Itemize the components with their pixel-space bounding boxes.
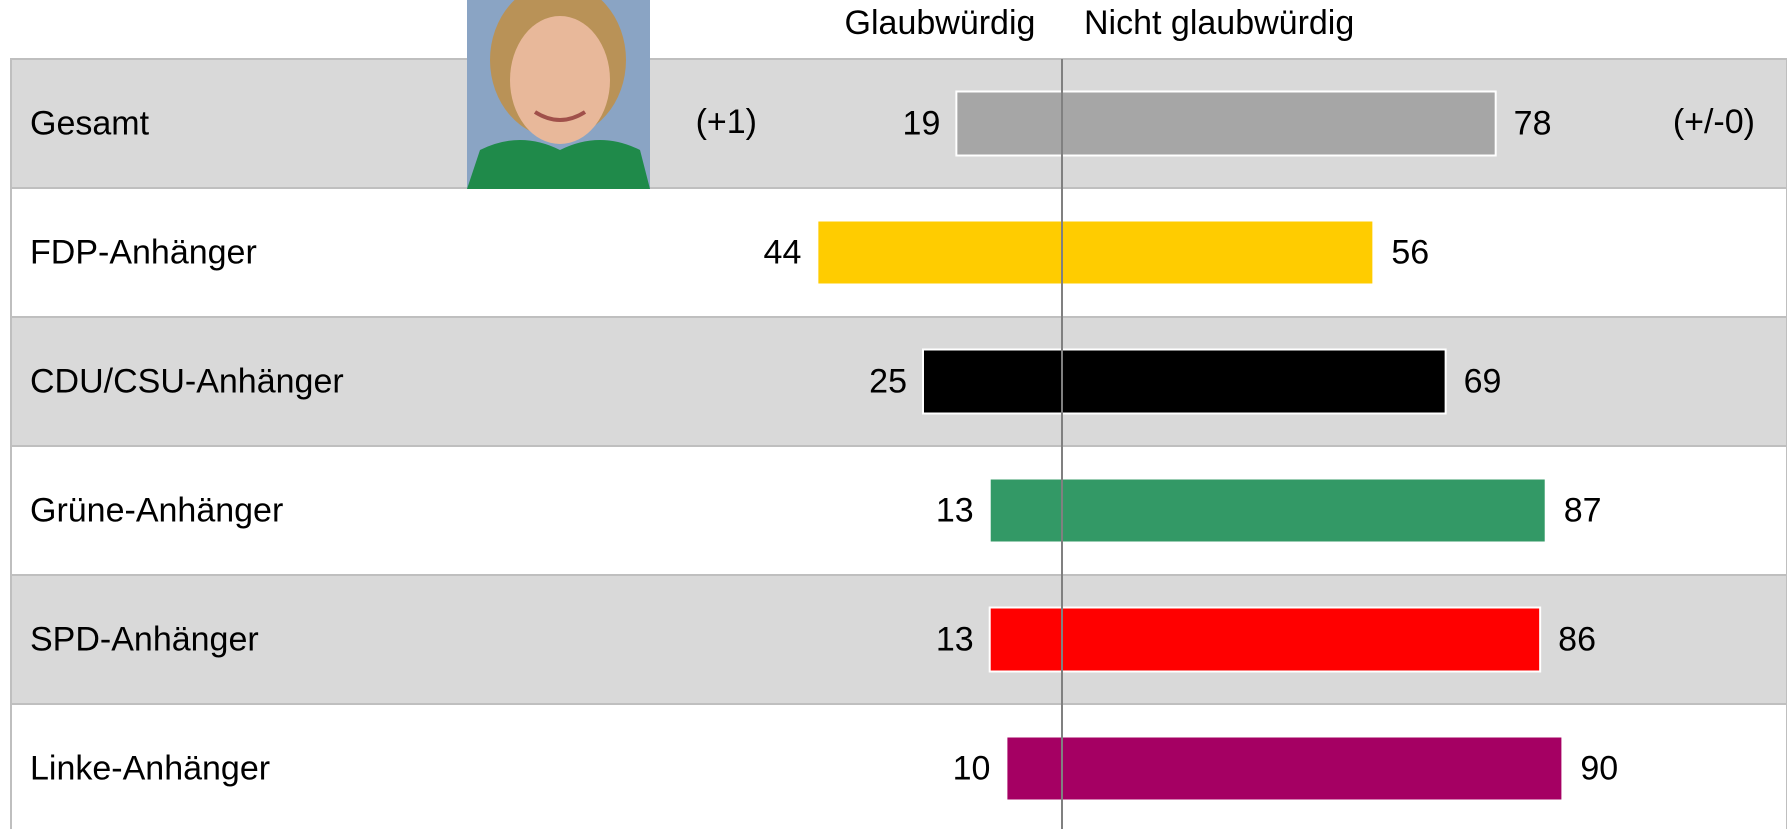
photo-face: [510, 16, 610, 144]
category-label: Linke-Anhänger: [30, 749, 270, 787]
bar: [1062, 479, 1546, 543]
bar: [990, 479, 1062, 543]
bar: [1062, 737, 1562, 801]
annotation: (+1): [696, 103, 757, 141]
value-label: 13: [936, 491, 974, 529]
bar: [1062, 221, 1373, 285]
value-label: 10: [953, 749, 991, 787]
value-label: 56: [1391, 233, 1429, 271]
bar: [1062, 608, 1540, 672]
annotation: (+/-0): [1673, 103, 1755, 141]
category-label: Grüne-Anhänger: [30, 491, 283, 529]
value-label: 78: [1514, 104, 1552, 142]
series-header: Nicht glaubwürdig: [1084, 4, 1354, 42]
value-label: 19: [903, 104, 941, 142]
bar: [956, 92, 1062, 156]
category-label: Gesamt: [30, 104, 150, 142]
bar: [990, 608, 1062, 672]
chart: Glaubwürdig Nicht glaubwürdig (+1) (+/-0…: [0, 0, 1787, 829]
portrait: [467, 0, 650, 189]
bar: [1006, 737, 1062, 801]
value-label: 90: [1580, 749, 1618, 787]
bar: [817, 221, 1062, 285]
series-header: Glaubwürdig: [845, 4, 1036, 42]
value-label: 86: [1558, 620, 1596, 658]
value-label: 69: [1464, 362, 1502, 400]
category-label: SPD-Anhänger: [30, 620, 259, 658]
category-label: CDU/CSU-Anhänger: [30, 362, 344, 400]
value-label: 44: [764, 233, 802, 271]
value-label: 13: [936, 620, 974, 658]
bar: [1062, 350, 1446, 414]
bar: [1062, 92, 1496, 156]
rows: [11, 59, 1787, 829]
page: {"chart_data": {"type": "diverging-bar",…: [0, 0, 1787, 829]
bar: [923, 350, 1062, 414]
value-label: 87: [1564, 491, 1602, 529]
category-label: FDP-Anhänger: [30, 233, 257, 271]
value-label: 25: [869, 362, 907, 400]
